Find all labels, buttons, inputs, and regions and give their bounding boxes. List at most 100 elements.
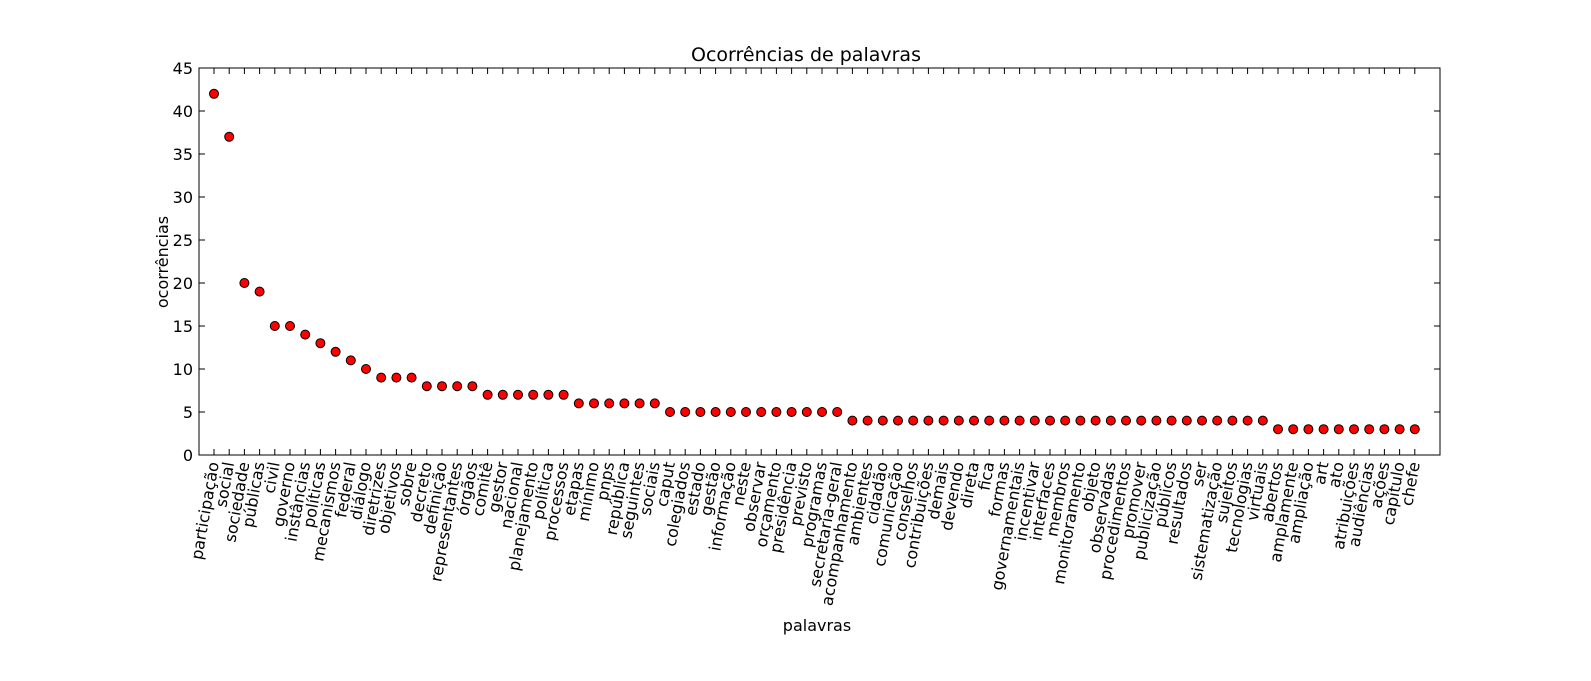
- data-point: [1121, 415, 1131, 426]
- data-point: [269, 321, 280, 331]
- data-point: [467, 381, 478, 392]
- x-tick-label: fica: [974, 460, 998, 492]
- data-point: [1060, 415, 1071, 426]
- data-point: [877, 415, 888, 426]
- data-point: [771, 407, 782, 417]
- data-point: [1379, 424, 1390, 435]
- data-point: [1242, 415, 1253, 426]
- x-tick-label: art: [1310, 460, 1333, 486]
- data-point: [634, 398, 645, 409]
- data-point: [984, 415, 995, 426]
- data-point: [1303, 424, 1314, 435]
- data-point: [300, 329, 311, 340]
- data-point: [254, 286, 265, 297]
- data-point: [224, 131, 235, 142]
- data-point: [1288, 424, 1299, 435]
- data-point: [421, 381, 432, 392]
- data-point: [953, 415, 964, 426]
- data-point: [1364, 424, 1375, 435]
- data-point: [1318, 424, 1329, 435]
- data-point: [801, 407, 812, 417]
- data-point: [786, 407, 797, 417]
- y-tick-label: 15: [173, 317, 193, 336]
- data-point: [345, 355, 356, 366]
- data-point: [619, 398, 630, 409]
- data-point: [361, 364, 371, 374]
- data-point: [969, 415, 979, 426]
- plot-area: 051015202530354045participaçãosocialsoci…: [173, 59, 1440, 607]
- data-point: [938, 415, 949, 426]
- data-point: [1394, 424, 1405, 435]
- data-point: [497, 389, 508, 400]
- data-point: [710, 407, 721, 417]
- data-point: [741, 407, 751, 417]
- data-point: [862, 415, 873, 426]
- data-point: [452, 381, 463, 392]
- data-point: [330, 346, 341, 357]
- x-tick-label: ato: [1325, 460, 1348, 489]
- data-point: [1075, 415, 1086, 426]
- data-point: [923, 415, 934, 426]
- data-point: [1045, 415, 1055, 426]
- y-tick-label: 35: [173, 145, 193, 164]
- data-point: [1257, 415, 1268, 426]
- data-point: [513, 389, 523, 400]
- data-point: [1136, 415, 1147, 426]
- data-point: [543, 389, 554, 400]
- y-tick-label: 0: [183, 446, 193, 465]
- data-point: [528, 389, 539, 400]
- data-point: [239, 278, 250, 288]
- y-tick-label: 10: [173, 360, 193, 379]
- data-point: [999, 415, 1010, 426]
- y-axis-label: ocorrências: [153, 216, 172, 308]
- data-point: [1105, 415, 1116, 426]
- x-axis-label: palavras: [783, 616, 851, 635]
- data-point: [832, 407, 843, 417]
- data-point: [315, 338, 326, 349]
- data-point: [573, 398, 584, 409]
- y-tick-label: 30: [173, 188, 193, 207]
- data-point: [482, 389, 493, 400]
- data-point: [1151, 415, 1162, 426]
- data-point: [649, 398, 660, 409]
- data-point: [817, 407, 827, 417]
- data-point: [391, 372, 402, 383]
- data-point: [285, 321, 295, 331]
- data-point: [589, 398, 599, 409]
- y-tick-label: 20: [173, 274, 193, 293]
- data-point: [1212, 415, 1223, 426]
- data-point: [1181, 415, 1192, 426]
- data-point: [604, 398, 615, 409]
- data-point: [847, 415, 858, 426]
- data-point: [908, 415, 919, 426]
- data-point: [558, 389, 569, 400]
- y-tick-label: 5: [183, 403, 193, 422]
- data-point: [406, 372, 417, 383]
- data-point: [893, 415, 903, 426]
- data-point: [1349, 424, 1359, 435]
- chart-title: Ocorrências de palavras: [691, 44, 921, 66]
- data-point: [1014, 415, 1025, 426]
- data-point: [1090, 415, 1101, 426]
- data-point: [376, 372, 387, 383]
- y-tick-label: 45: [173, 59, 193, 78]
- x-tick-label: ser: [1188, 460, 1211, 488]
- data-point: [1273, 424, 1283, 435]
- data-point: [695, 407, 706, 417]
- data-point: [665, 407, 675, 417]
- data-point: [725, 407, 736, 417]
- data-point: [1227, 415, 1238, 426]
- data-point: [1333, 424, 1344, 435]
- data-point: [209, 88, 219, 99]
- data-point: [437, 381, 447, 392]
- data-point: [1197, 415, 1207, 426]
- data-point: [756, 407, 767, 417]
- data-point: [1029, 415, 1040, 426]
- y-tick-label: 40: [173, 102, 193, 121]
- plot-frame: [198, 67, 1441, 456]
- data-point: [680, 407, 691, 417]
- data-point: [1409, 424, 1420, 435]
- y-tick-label: 25: [173, 231, 193, 250]
- data-point: [1166, 415, 1177, 426]
